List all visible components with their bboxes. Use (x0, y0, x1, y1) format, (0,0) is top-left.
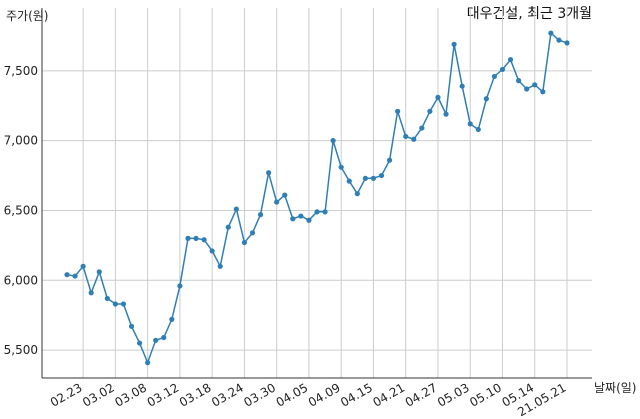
series-line (66, 31, 568, 365)
data-point (499, 66, 506, 73)
y-tick-label: 6,500 (4, 203, 38, 217)
data-point (516, 78, 522, 84)
x-tick-label: 02.23 (48, 380, 85, 409)
y-tick-label: 7,000 (4, 134, 38, 148)
data-point (386, 157, 393, 163)
data-point (491, 73, 498, 80)
data-point (104, 295, 110, 302)
data-point (233, 206, 239, 212)
data-point (290, 216, 296, 222)
data-point (354, 191, 360, 197)
data-point (120, 301, 127, 307)
y-tick-label: 5,500 (4, 343, 38, 357)
data-point (540, 89, 546, 95)
x-tick-label: 03.02 (80, 380, 117, 409)
price-series (64, 30, 570, 366)
data-point (346, 178, 352, 184)
data-point (427, 108, 433, 114)
x-tick-labels: 02.2303.0203.0803.1203.1803.2403.3004.05… (48, 380, 569, 419)
data-point (411, 136, 417, 142)
x-tick-label: 05.03 (435, 380, 472, 409)
data-point (451, 41, 457, 47)
data-point (564, 40, 570, 46)
data-point (467, 121, 473, 127)
data-point (483, 96, 489, 102)
data-point (257, 212, 264, 218)
data-point (153, 337, 159, 343)
x-tick-label: 04.21 (370, 380, 407, 409)
data-point (185, 235, 191, 241)
data-point (96, 269, 102, 275)
data-point (419, 125, 425, 131)
data-point (338, 164, 344, 170)
data-point (112, 301, 118, 307)
data-point (403, 133, 409, 140)
x-tick-label: 03.18 (177, 380, 214, 409)
y-axis-label: 주가(원) (6, 9, 48, 23)
y-tick-labels: 5,500 6,000 6,500 7,000 7,500 (4, 64, 38, 357)
data-point (282, 192, 288, 198)
data-point (330, 138, 336, 144)
data-point (306, 217, 312, 223)
y-tick-label: 6,000 (4, 273, 38, 287)
data-point (209, 248, 215, 254)
data-point (241, 239, 248, 246)
grid-lines (42, 8, 592, 378)
data-point (298, 213, 304, 219)
data-point (435, 94, 441, 100)
data-point (459, 83, 465, 89)
data-point (475, 126, 481, 133)
data-point (362, 175, 368, 181)
x-tick-label: 03.24 (209, 380, 246, 409)
data-point (72, 273, 78, 279)
data-point (225, 224, 231, 230)
data-point (128, 323, 135, 329)
data-point (88, 290, 94, 296)
data-point (395, 108, 401, 114)
x-tick-label: 03.12 (145, 380, 182, 409)
data-point (193, 235, 199, 241)
data-point (532, 82, 538, 88)
data-point (443, 111, 449, 117)
data-point (556, 37, 562, 43)
data-point (217, 263, 223, 269)
data-point (161, 334, 167, 341)
x-tick-label: 05.10 (467, 380, 504, 409)
data-point (314, 209, 320, 215)
x-tick-label: 04.15 (338, 380, 375, 409)
data-point (64, 272, 70, 278)
data-point (548, 30, 554, 36)
chart-title: 대우건설, 최근 3개월 (467, 6, 592, 22)
data-point (80, 263, 86, 269)
y-tick-label: 7,500 (4, 64, 38, 78)
data-point (370, 175, 377, 181)
x-axis-label: 날짜(일) (594, 381, 636, 395)
x-tick-label: 03.30 (241, 380, 278, 409)
x-tick-label: 04.05 (274, 380, 311, 409)
data-point (507, 57, 514, 63)
axes (41, 8, 592, 379)
data-point (169, 316, 175, 322)
x-tick-label: 04.09 (306, 380, 343, 409)
x-tick-label: 04.27 (403, 380, 440, 409)
data-point (274, 199, 280, 205)
data-point (177, 283, 183, 289)
data-point (266, 170, 272, 176)
x-tick-label: 03.08 (112, 380, 149, 409)
data-point (136, 340, 143, 346)
data-point (201, 237, 207, 243)
data-point (249, 230, 256, 236)
data-point (378, 172, 385, 179)
data-point (322, 209, 328, 215)
data-point (524, 86, 530, 92)
data-point (145, 360, 151, 366)
